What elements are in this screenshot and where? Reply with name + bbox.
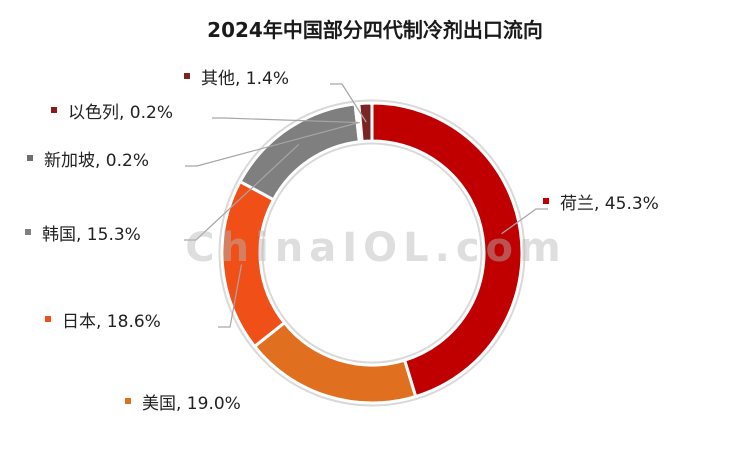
leader-lines xyxy=(184,83,548,328)
data-label-5: 新加坡, 0.2% xyxy=(44,151,149,171)
slice-1 xyxy=(370,101,524,399)
label-swatch-7 xyxy=(184,73,190,79)
leader-line-7 xyxy=(330,83,367,123)
label-swatch-4 xyxy=(25,229,31,235)
data-label-7: 其他, 1.4% xyxy=(201,69,289,89)
data-label-6: 以色列, 0.2% xyxy=(68,103,173,123)
data-label-2: 美国, 19.0% xyxy=(142,394,241,414)
label-swatch-5 xyxy=(27,155,33,161)
label-swatch-6 xyxy=(51,107,57,113)
data-label-3: 日本, 18.6% xyxy=(62,312,161,332)
data-labels: 荷兰, 45.3% 美国, 19.0% 日本, 18.6% 韩国, 15.3% 新加坡,… xyxy=(25,69,659,414)
chart-title: 2024年中国部分四代制冷剂出口流向 xyxy=(207,18,543,42)
label-swatch-2 xyxy=(125,398,131,404)
inner-ring xyxy=(260,141,484,365)
slice-7 xyxy=(357,101,374,144)
leader-line-4 xyxy=(184,143,300,241)
data-label-4: 韩国, 15.3% xyxy=(42,225,141,245)
label-swatch-1 xyxy=(543,198,549,204)
leader-line-6 xyxy=(212,117,360,124)
leader-line-1 xyxy=(501,208,548,235)
leader-line-5 xyxy=(185,122,359,167)
outer-ring xyxy=(218,99,526,407)
leader-line-3 xyxy=(218,264,243,328)
slice-2 xyxy=(252,320,418,405)
watermark: ChinaIOL.com xyxy=(185,225,566,271)
data-label-1: 荷兰, 45.3% xyxy=(560,194,659,214)
donut-slices xyxy=(220,101,524,405)
label-swatch-3 xyxy=(45,316,51,322)
